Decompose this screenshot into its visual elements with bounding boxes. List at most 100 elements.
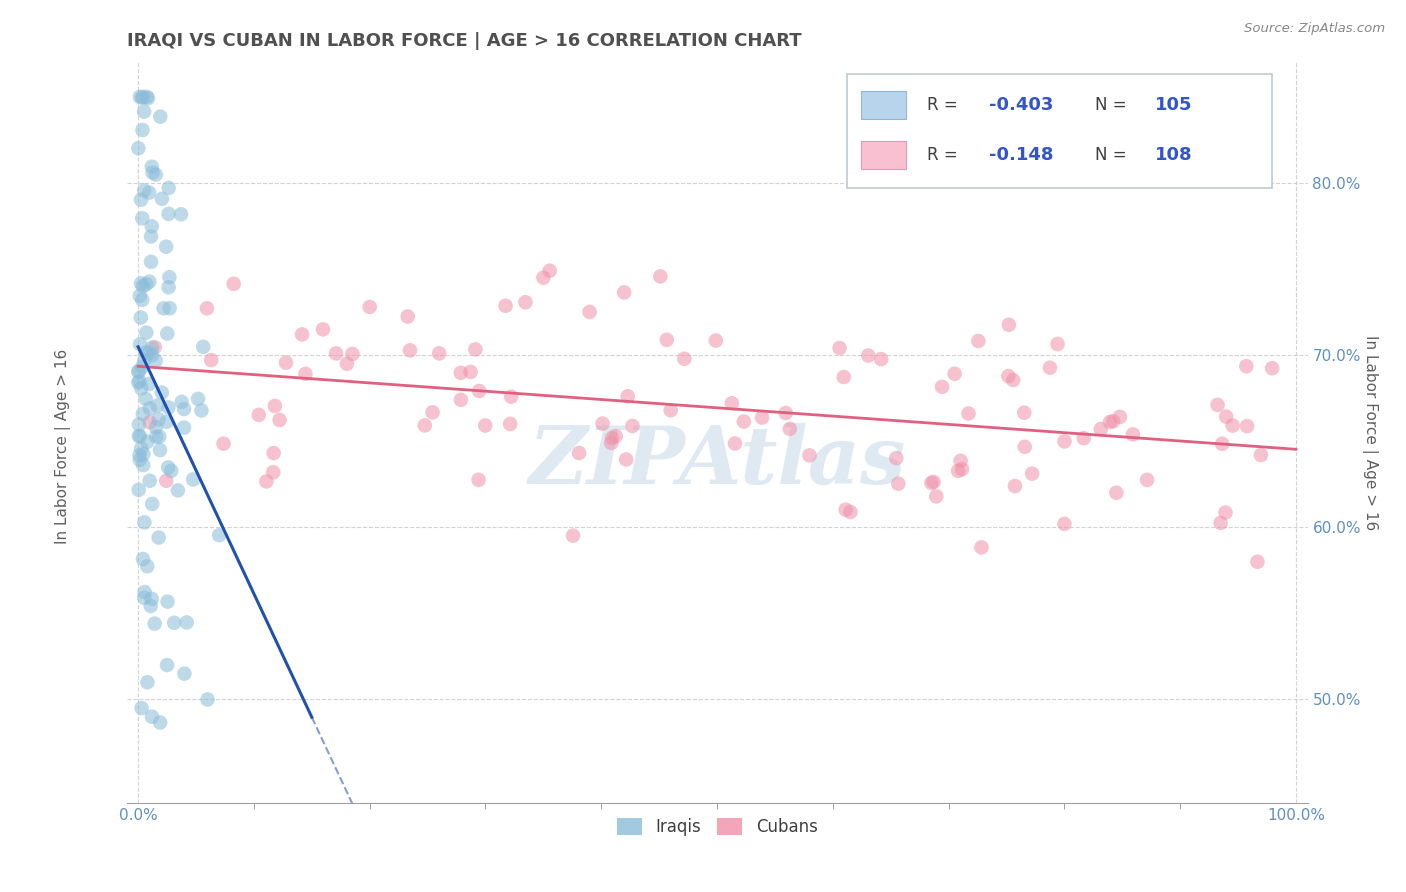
Point	[135, 277, 157, 292]
Point	[970, 541, 993, 555]
Point	[515, 295, 537, 310]
Point	[127, 364, 149, 378]
Point	[134, 353, 156, 368]
Point	[143, 340, 166, 354]
Point	[247, 408, 270, 422]
Point	[1021, 467, 1043, 481]
Point	[1090, 422, 1112, 436]
Point	[499, 417, 522, 431]
Point	[291, 327, 314, 342]
Point	[495, 299, 517, 313]
Point	[538, 263, 561, 277]
Point	[128, 374, 150, 388]
Point	[779, 422, 801, 436]
FancyBboxPatch shape	[846, 73, 1272, 188]
Point	[704, 334, 727, 348]
Point	[464, 343, 486, 357]
Point	[613, 285, 636, 300]
Point	[155, 474, 177, 488]
Point	[138, 376, 160, 391]
Point	[600, 436, 623, 450]
Point	[190, 403, 212, 417]
Point	[621, 419, 644, 434]
Point	[157, 207, 180, 221]
Point	[141, 591, 163, 606]
Point	[616, 389, 638, 403]
Point	[460, 365, 482, 379]
Point	[170, 395, 193, 409]
Point	[673, 351, 696, 366]
Point	[134, 585, 156, 599]
Point	[136, 91, 159, 105]
Point	[187, 392, 209, 406]
Point	[1039, 360, 1062, 375]
Point	[139, 474, 162, 488]
Point	[138, 346, 160, 360]
Text: 108: 108	[1156, 146, 1192, 164]
Point	[173, 666, 195, 681]
Point	[336, 357, 359, 371]
Point	[195, 301, 218, 316]
Point	[1053, 516, 1076, 531]
Point	[501, 390, 523, 404]
Point	[132, 90, 155, 104]
Point	[150, 192, 173, 206]
Point	[176, 615, 198, 630]
Point	[149, 110, 172, 124]
Point	[870, 352, 893, 367]
Point	[832, 370, 855, 384]
FancyBboxPatch shape	[860, 91, 905, 119]
Point	[128, 453, 150, 467]
Text: -0.403: -0.403	[988, 95, 1053, 113]
Legend: Iraqis, Cubans: Iraqis, Cubans	[610, 811, 824, 843]
Point	[578, 305, 600, 319]
Point	[157, 401, 180, 415]
Point	[156, 326, 179, 341]
Point	[128, 90, 150, 104]
Point	[149, 715, 172, 730]
Point	[1136, 473, 1159, 487]
Point	[1206, 398, 1229, 412]
Point	[562, 528, 585, 542]
Point	[1105, 485, 1128, 500]
Point	[135, 90, 157, 104]
Point	[141, 219, 163, 234]
Point	[131, 123, 153, 137]
Point	[128, 429, 150, 443]
Text: N =: N =	[1095, 146, 1132, 164]
Point	[131, 91, 153, 105]
Point	[143, 616, 166, 631]
Point	[998, 318, 1021, 332]
Point	[925, 489, 948, 503]
Point	[650, 269, 672, 284]
Point	[156, 658, 179, 673]
Point	[141, 497, 163, 511]
Point	[163, 615, 186, 630]
Point	[1122, 427, 1144, 442]
Point	[427, 346, 450, 360]
Point	[294, 367, 316, 381]
Point	[997, 369, 1019, 384]
Point	[721, 396, 744, 410]
Text: ZIPAtlas: ZIPAtlas	[529, 424, 905, 501]
Text: R =: R =	[928, 146, 963, 164]
Point	[156, 415, 179, 429]
Point	[132, 279, 155, 293]
Point	[274, 356, 297, 370]
Point	[605, 429, 627, 443]
Point	[264, 399, 287, 413]
Point	[949, 454, 972, 468]
Point	[254, 475, 277, 489]
Point	[724, 436, 747, 450]
Point	[148, 430, 170, 444]
Point	[141, 348, 163, 362]
Point	[128, 364, 150, 378]
Point	[139, 229, 162, 244]
Point	[173, 402, 195, 417]
Point	[141, 160, 163, 174]
Point	[887, 476, 910, 491]
Point	[1053, 434, 1076, 449]
Point	[155, 240, 177, 254]
Point	[1014, 440, 1036, 454]
Point	[135, 345, 157, 359]
